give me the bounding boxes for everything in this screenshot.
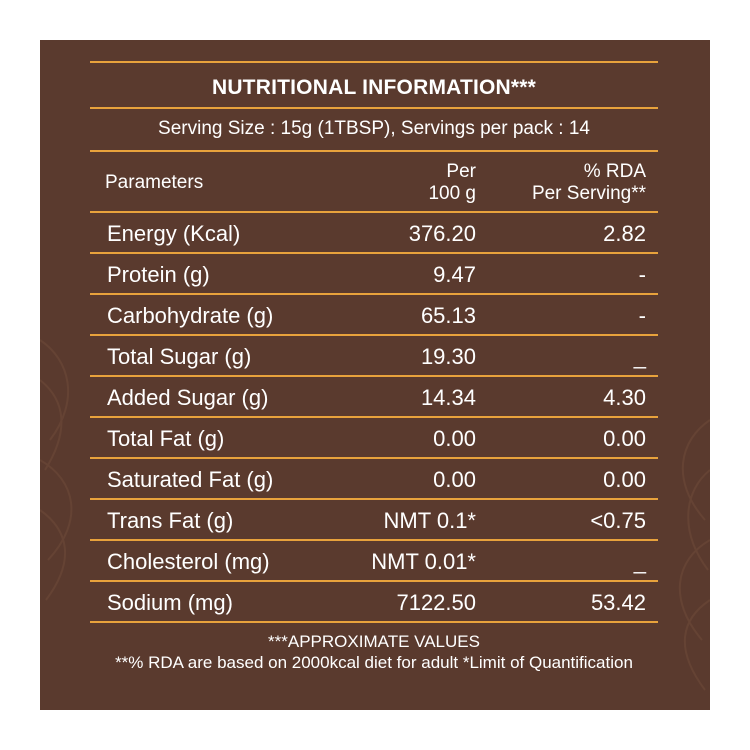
column-header-row: Parameters Per 100 g % RDA Per Serving** [90, 152, 658, 211]
footnote-approximate: ***APPROXIMATE VALUES [268, 632, 480, 651]
table-row: Carbohydrate (g) 65.13 - [90, 295, 658, 334]
row-rda: _ [633, 344, 646, 369]
row-per-100g: 14.34 [420, 385, 476, 410]
row-rda: - [638, 262, 646, 287]
divider [90, 580, 658, 582]
row-parameter: Carbohydrate (g) [107, 303, 274, 328]
footnote-rda-basis: **% RDA are based on 2000kcal diet for a… [115, 653, 633, 672]
row-rda: 4.30 [603, 385, 646, 410]
table-row: Saturated Fat (g) 0.00 0.00 [90, 459, 658, 498]
divider [90, 61, 658, 63]
row-rda: 0.00 [603, 467, 646, 492]
row-per-100g: 7122.50 [396, 590, 476, 615]
row-per-100g: 19.30 [420, 344, 476, 369]
serving-info: Serving Size : 15g (1TBSP), Servings per… [158, 118, 590, 139]
table-row: Total Fat (g) 0.00 0.00 [90, 418, 658, 457]
row-parameter: Saturated Fat (g) [107, 467, 274, 492]
divider [90, 252, 658, 254]
divider [90, 375, 658, 377]
divider [90, 457, 658, 459]
table-row: Trans Fat (g) NMT 0.1* <0.75 [90, 500, 658, 539]
header-rda: % RDA Per Serving** [466, 161, 646, 205]
nutrition-panel: NUTRITIONAL INFORMATION*** Serving Size … [40, 40, 710, 710]
divider [90, 107, 658, 109]
header-per-line1: Per [446, 161, 476, 182]
row-rda: 53.42 [590, 590, 646, 615]
row-per-100g: 376.20 [408, 221, 476, 246]
table-row: Sodium (mg) 7122.50 53.42 [90, 582, 658, 621]
table-title: NUTRITIONAL INFORMATION*** [211, 76, 537, 99]
divider [90, 416, 658, 418]
divider [90, 539, 658, 541]
row-parameter: Protein (g) [107, 262, 210, 287]
row-parameter: Cholesterol (mg) [107, 549, 270, 574]
row-per-100g: 0.00 [433, 467, 476, 492]
row-rda: _ [633, 549, 646, 574]
divider [90, 621, 658, 623]
row-parameter: Trans Fat (g) [107, 508, 234, 533]
header-per-line2: 100 g [428, 183, 476, 204]
header-rda-line2: Per Serving** [531, 183, 646, 204]
row-per-100g: 0.00 [433, 426, 476, 451]
table-row: Total Sugar (g) 19.30 _ [90, 336, 658, 375]
row-rda: 0.00 [603, 426, 646, 451]
row-parameter: Sodium (mg) [107, 590, 233, 615]
divider [90, 150, 658, 152]
row-per-100g: 65.13 [420, 303, 476, 328]
row-per-100g: NMT 0.1* [383, 508, 476, 533]
row-rda: - [638, 303, 646, 328]
table-row: Cholesterol (mg) NMT 0.01* _ [90, 541, 658, 580]
row-per-100g: NMT 0.01* [371, 549, 476, 574]
divider [90, 334, 658, 336]
header-parameters: Parameters [105, 172, 204, 193]
table-row: Protein (g) 9.47 - [90, 254, 658, 293]
row-parameter: Total Sugar (g) [107, 344, 252, 369]
row-parameter: Energy (Kcal) [107, 221, 241, 246]
header-per-100g: Per 100 g [356, 161, 476, 205]
row-parameter: Added Sugar (g) [107, 385, 269, 410]
table-row: Energy (Kcal) 376.20 2.82 [90, 213, 658, 252]
table-row: Added Sugar (g) 14.34 4.30 [90, 377, 658, 416]
footnotes: ***APPROXIMATE VALUES **% RDA are based … [90, 623, 658, 673]
divider [90, 293, 658, 295]
nutrition-table: NUTRITIONAL INFORMATION*** Serving Size … [90, 61, 658, 673]
header-rda-line1: % RDA [583, 161, 646, 182]
divider [90, 211, 658, 213]
row-rda: 2.82 [603, 221, 646, 246]
row-rda: <0.75 [590, 508, 646, 533]
row-per-100g: 9.47 [433, 262, 476, 287]
row-parameter: Total Fat (g) [107, 426, 225, 451]
divider [90, 498, 658, 500]
